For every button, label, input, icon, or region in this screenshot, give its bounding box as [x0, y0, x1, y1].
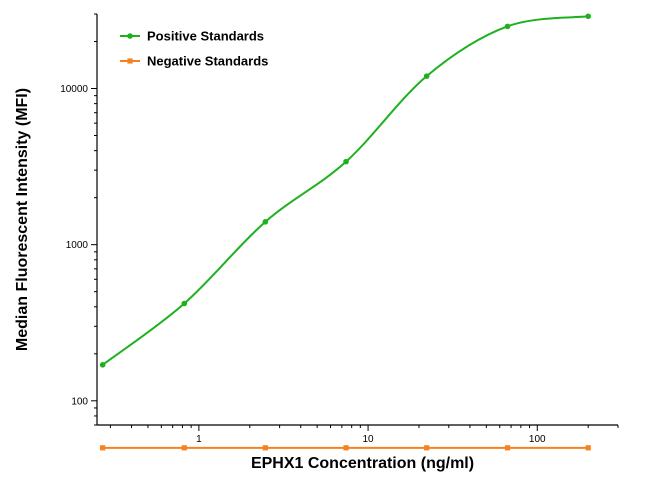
x-tick-label: 1 — [196, 434, 202, 445]
data-point — [100, 445, 106, 451]
data-point — [423, 73, 430, 79]
data-point — [504, 23, 511, 30]
axes — [96, 14, 618, 426]
data-point — [343, 445, 349, 451]
tick-labels: 1 10 100 100 1000 10000 — [60, 84, 546, 445]
data-point — [262, 445, 268, 451]
legend-marker — [127, 58, 133, 64]
data-point — [424, 445, 430, 451]
data-point — [181, 445, 187, 451]
y-axis-title: Median Fluorescent Intensity (MFI) — [14, 88, 31, 351]
y-tick-label: 1000 — [66, 240, 89, 251]
data-point — [585, 445, 591, 451]
y-tick-label: 10000 — [60, 84, 88, 95]
legend-label: Positive Standards — [147, 29, 264, 44]
plot-area — [99, 13, 592, 451]
series-fit-line — [102, 15, 589, 366]
data-point — [99, 362, 106, 368]
ticks — [91, 13, 619, 431]
x-axis-title: EPHX1 Concentration (ng/ml) — [251, 455, 474, 472]
data-point — [585, 13, 592, 20]
y-tick-label: 100 — [71, 396, 88, 407]
x-tick-label: 10 — [363, 434, 375, 445]
data-point — [181, 300, 188, 307]
data-point — [504, 445, 511, 451]
legend-label: Negative Standards — [147, 54, 268, 69]
data-point — [343, 158, 349, 165]
x-tick-label: 100 — [529, 434, 546, 445]
legend: Positive Standards Negative Standards — [120, 29, 268, 69]
legend-marker — [127, 33, 133, 39]
data-point — [262, 219, 269, 225]
